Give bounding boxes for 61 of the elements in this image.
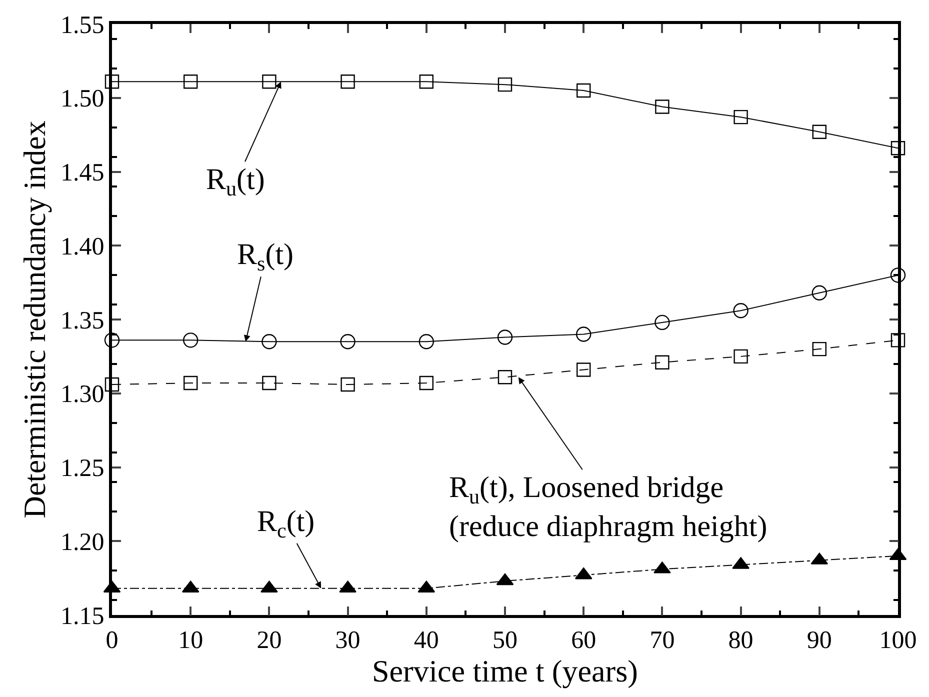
point	[498, 370, 512, 384]
point	[734, 110, 748, 124]
point	[812, 285, 827, 300]
x-tick-label: 100	[879, 626, 917, 654]
point	[104, 74, 120, 89]
point	[733, 303, 748, 318]
point	[812, 124, 826, 139]
x-tick-label: 70	[650, 626, 675, 654]
point	[497, 330, 513, 345]
x-tick-label: 60	[571, 626, 596, 654]
x-axis-title: Service time t (years)	[372, 654, 638, 689]
point	[812, 342, 826, 356]
point	[498, 77, 512, 92]
point	[340, 377, 355, 392]
y-tick-label: 1.25	[60, 455, 104, 482]
point	[419, 74, 434, 89]
point	[339, 580, 356, 593]
point	[655, 355, 670, 370]
point	[576, 83, 591, 98]
point	[734, 349, 748, 364]
y-tick-label: 1.30	[60, 381, 104, 408]
y-tick-label: 1.40	[60, 233, 104, 260]
point	[419, 376, 434, 390]
y-tick-label: 1.50	[60, 86, 104, 113]
y-tick-label: 1.15	[60, 602, 104, 630]
point	[184, 74, 198, 89]
point	[418, 334, 434, 350]
y-tick-label: 1.55	[60, 12, 104, 39]
y-axis-title: Deterministic redundancy index	[17, 120, 52, 518]
point	[890, 141, 906, 156]
point	[184, 376, 198, 390]
point	[262, 376, 276, 390]
point	[104, 377, 120, 392]
point	[655, 100, 670, 114]
point	[262, 334, 277, 350]
point	[654, 314, 670, 330]
point	[890, 333, 906, 348]
x-tick-label: 90	[806, 626, 832, 654]
x-tick-label: 80	[728, 626, 754, 654]
annotation: R$_{u}$(t), Loosened bridge (reduce diaphragm height)	[449, 471, 768, 543]
point	[104, 332, 120, 348]
annotation: R$_{s}$(t)	[237, 238, 294, 276]
point	[576, 326, 592, 342]
x-tick-label: 20	[256, 626, 282, 654]
x-tick-label: 30	[335, 626, 360, 654]
point	[576, 362, 591, 377]
y-tick-label: 1.45	[60, 160, 104, 186]
annotation: R$_{c}$(t)	[257, 505, 315, 542]
y-tick-label: 1.20	[60, 528, 104, 556]
annotation: R$_{u}$(t)	[206, 163, 265, 200]
x-tick-label: 50	[492, 626, 518, 654]
point	[340, 334, 356, 350]
x-tick-label: 40	[414, 626, 439, 654]
x-tick-label: 10	[178, 626, 204, 654]
y-tick-label: 1.35	[60, 307, 104, 334]
point	[340, 74, 355, 89]
point	[262, 74, 276, 89]
point	[183, 332, 198, 348]
x-tick-label: 0	[106, 626, 118, 654]
point	[260, 580, 278, 593]
point	[890, 268, 906, 283]
